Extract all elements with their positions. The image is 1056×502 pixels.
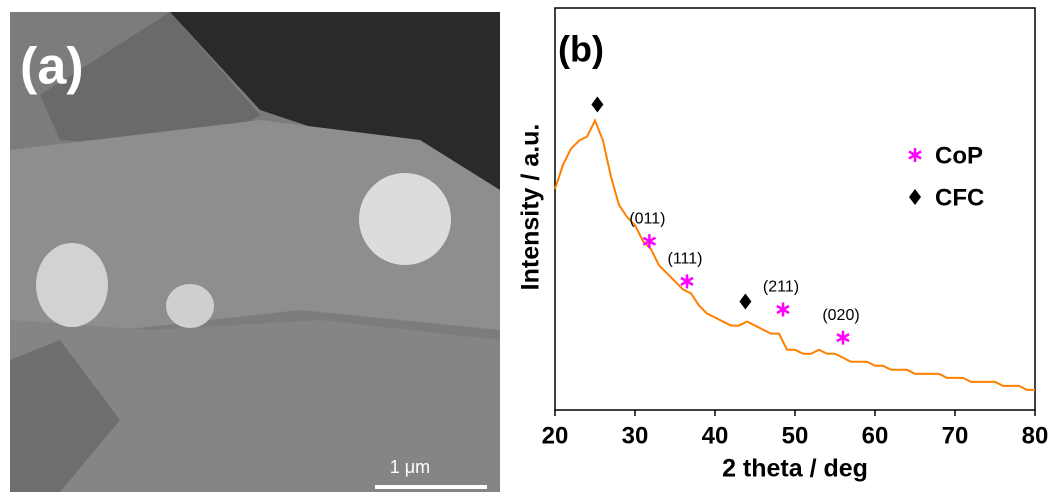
- diamond-marker: [909, 189, 921, 205]
- y-axis-label: Intensity / a.u.: [517, 124, 545, 291]
- diamond-marker: [739, 293, 751, 309]
- legend-label: CoP: [935, 142, 983, 169]
- diamond-marker: [591, 96, 603, 112]
- scale-bar-label: 1 μm: [390, 457, 430, 477]
- x-axis-label: 2 theta / deg: [722, 455, 868, 483]
- x-tick-label: 40: [702, 422, 729, 449]
- x-tick-label: 30: [622, 422, 649, 449]
- peak-label: (020): [822, 307, 859, 324]
- asterisk-marker: [909, 148, 921, 162]
- peak-label: (011): [629, 210, 665, 227]
- asterisk-marker: [837, 331, 849, 345]
- x-tick-label: 50: [782, 422, 809, 449]
- x-tick-label: 60: [862, 422, 889, 449]
- x-tick-label: 80: [1022, 422, 1049, 449]
- asterisk-marker: [643, 234, 655, 248]
- legend-label: CFC: [935, 184, 984, 211]
- panel-label: (b): [558, 29, 604, 70]
- peak-label: (111): [668, 251, 703, 268]
- x-tick-label: 20: [542, 422, 569, 449]
- peak-label: (211): [763, 279, 799, 296]
- asterisk-marker: [777, 303, 789, 317]
- asterisk-marker: [681, 274, 693, 288]
- sem-image: (a) 1 μm: [10, 12, 500, 492]
- x-tick-label: 70: [942, 422, 969, 449]
- panel-label: (a): [20, 38, 84, 96]
- figure: (a) 1 μm (b) 2 theta / deg Intensity / a…: [0, 0, 1056, 497]
